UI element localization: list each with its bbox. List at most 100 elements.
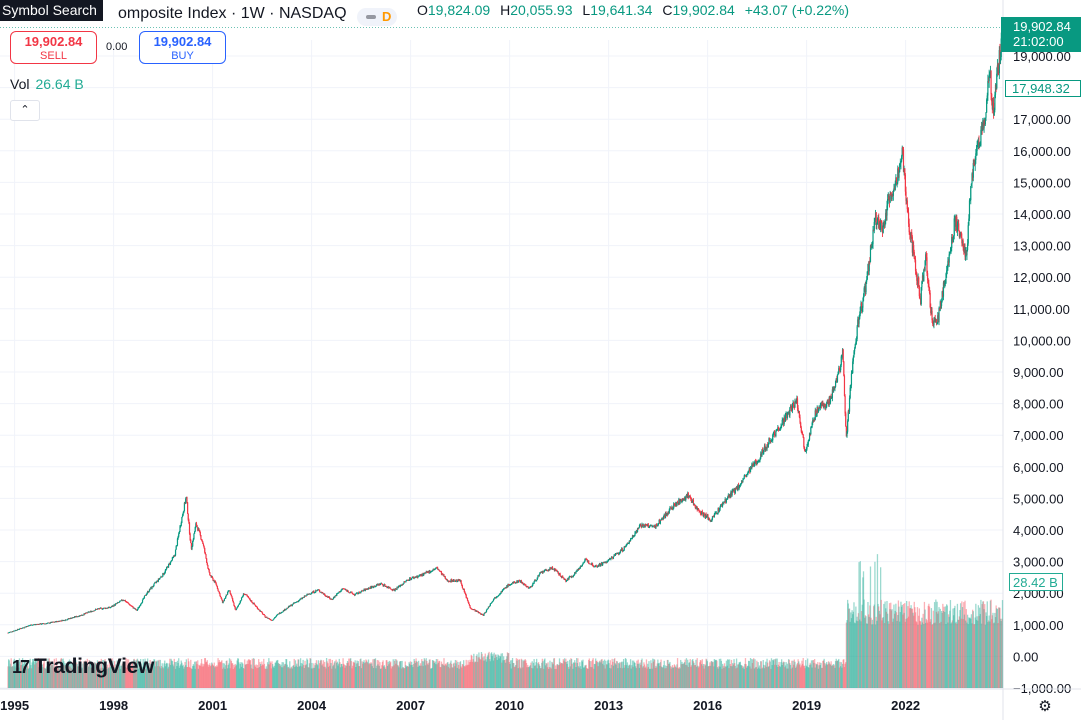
candle-body bbox=[234, 606, 236, 610]
candle-body bbox=[296, 601, 298, 603]
symbol-title[interactable]: omposite Index · 1W · NASDAQ bbox=[118, 5, 347, 22]
candle-body bbox=[986, 95, 988, 100]
buy-button[interactable]: 19,902.84 BUY bbox=[139, 31, 226, 64]
candle-body bbox=[409, 577, 411, 581]
candle-body bbox=[500, 591, 502, 594]
candle-body bbox=[622, 550, 624, 552]
candle-body bbox=[888, 199, 891, 203]
candle-body bbox=[379, 583, 381, 585]
candle-body bbox=[204, 548, 206, 553]
candle-body bbox=[220, 596, 222, 599]
candle-body bbox=[998, 50, 1000, 74]
candle-body bbox=[605, 561, 608, 564]
candle-body bbox=[650, 525, 652, 526]
candle-body bbox=[905, 191, 907, 202]
candle-body bbox=[61, 620, 63, 622]
last-price-tag: 19,902.84 21:02:00 bbox=[1001, 17, 1081, 52]
candle-body bbox=[517, 581, 519, 583]
candle-body bbox=[740, 483, 742, 485]
candle-body bbox=[895, 177, 897, 184]
candle-body bbox=[770, 440, 772, 442]
candle-body bbox=[795, 400, 797, 403]
candle-body bbox=[291, 604, 293, 606]
candle-body bbox=[808, 439, 810, 441]
candle-body bbox=[75, 616, 78, 617]
candle-body bbox=[529, 586, 531, 588]
y-tick-label: 11,000.00 bbox=[1013, 302, 1070, 317]
candle-body bbox=[461, 585, 464, 588]
candle-body bbox=[885, 212, 887, 216]
sell-button[interactable]: 19,902.84 SELL bbox=[10, 31, 97, 64]
candle-body bbox=[434, 568, 436, 570]
settings-gear-icon[interactable]: ⚙ bbox=[1038, 698, 1052, 715]
candle-body bbox=[362, 590, 365, 592]
ohlc-values: O19,824.09 H20,055.93 L19,641.34 C19,902… bbox=[417, 2, 849, 18]
candle-body bbox=[197, 528, 199, 531]
collapse-legend-button[interactable]: ⌃ bbox=[10, 100, 40, 121]
candle-body bbox=[656, 525, 658, 527]
candle-body bbox=[300, 598, 302, 599]
candle-body bbox=[262, 614, 264, 615]
candle-body bbox=[292, 602, 295, 604]
candle-body bbox=[776, 429, 778, 430]
candle-body bbox=[664, 512, 667, 518]
candle-body bbox=[364, 588, 366, 591]
candle-body bbox=[892, 195, 894, 196]
candle-body bbox=[13, 630, 15, 632]
candle-body bbox=[260, 611, 262, 612]
candle-body bbox=[848, 411, 850, 413]
candle-body bbox=[41, 623, 43, 625]
candle-body bbox=[34, 624, 36, 626]
candle-body bbox=[416, 575, 418, 578]
candle-body bbox=[88, 611, 90, 613]
market-status-badge[interactable]: D bbox=[357, 8, 397, 26]
candle-body bbox=[765, 448, 768, 450]
candle-body bbox=[339, 591, 342, 593]
candle-body bbox=[797, 407, 799, 413]
candle-body bbox=[176, 545, 178, 547]
candle-body bbox=[914, 259, 917, 271]
candle-body bbox=[805, 448, 807, 452]
candle-body bbox=[591, 563, 594, 566]
ohlc-close-label: C bbox=[662, 2, 673, 18]
candle-body bbox=[547, 570, 549, 572]
candle-body bbox=[332, 597, 335, 599]
candle-body bbox=[136, 609, 139, 611]
candle-body bbox=[877, 216, 879, 219]
tradingview-logo[interactable]: 17 TradingView bbox=[12, 655, 154, 679]
candle-body bbox=[642, 524, 644, 527]
candle-body bbox=[741, 480, 743, 482]
candle-body bbox=[162, 573, 164, 577]
candle-body bbox=[373, 585, 375, 588]
candle-body bbox=[859, 314, 861, 319]
candle-body bbox=[119, 600, 121, 602]
candle-body bbox=[200, 535, 202, 540]
candle-body bbox=[637, 528, 639, 529]
candle-body bbox=[304, 595, 306, 597]
candle-body bbox=[46, 623, 48, 625]
candle-body bbox=[449, 581, 451, 583]
candle-body bbox=[673, 503, 675, 505]
candle-body bbox=[193, 533, 195, 540]
candle-body bbox=[996, 73, 998, 89]
candle-body bbox=[929, 292, 931, 308]
candle-body bbox=[788, 412, 790, 413]
candle-body bbox=[133, 607, 135, 609]
candle-body bbox=[239, 603, 241, 605]
candle-body bbox=[401, 584, 403, 586]
candle-body bbox=[832, 389, 834, 391]
candle-body bbox=[720, 504, 722, 505]
candle-body bbox=[928, 283, 930, 288]
candle-body bbox=[619, 550, 622, 553]
candle-body bbox=[298, 600, 300, 602]
candle-body bbox=[120, 600, 122, 602]
candle-body bbox=[446, 578, 448, 582]
candle-body bbox=[28, 625, 31, 627]
candle-body bbox=[32, 624, 34, 626]
candle-body bbox=[51, 621, 54, 623]
candle-body bbox=[442, 573, 444, 576]
candle-body bbox=[232, 601, 234, 603]
candle-body bbox=[14, 630, 16, 632]
candle-body bbox=[682, 498, 684, 502]
